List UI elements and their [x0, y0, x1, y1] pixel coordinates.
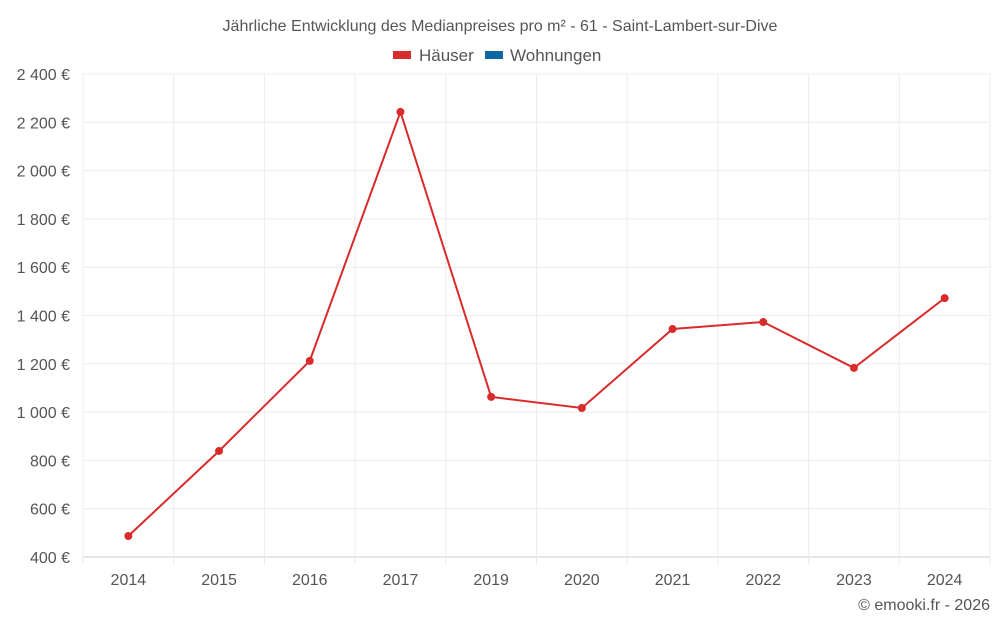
x-tick-label: 2015	[201, 572, 237, 589]
data-point-2015[interactable]	[215, 446, 224, 455]
x-tick-label: 2021	[655, 572, 691, 589]
x-tick-label: 2022	[745, 572, 781, 589]
x-tick-label: 2020	[564, 572, 600, 589]
legend-item-0[interactable]: Häuser	[419, 46, 474, 65]
y-tick-label: 400 €	[30, 550, 70, 567]
credit-text: © emooki.fr - 2026	[858, 597, 990, 614]
x-tick-label: 2024	[927, 572, 963, 589]
series-line-haeuser	[127, 108, 946, 537]
data-point-2017[interactable]	[396, 107, 405, 116]
y-tick-label: 1 000 €	[17, 405, 70, 422]
y-tick-label: 1 600 €	[17, 260, 70, 277]
x-tick-label: 2023	[836, 572, 872, 589]
data-point-2024[interactable]	[940, 294, 949, 303]
data-point-2022[interactable]	[759, 318, 768, 327]
data-point-2016[interactable]	[305, 356, 314, 365]
y-tick-label: 2 200 €	[17, 115, 70, 132]
data-point-2019[interactable]	[487, 392, 496, 401]
y-tick-label: 800 €	[30, 453, 70, 470]
chart-title: Jährliche Entwicklung des Medianpreises …	[223, 18, 778, 35]
data-point-2020[interactable]	[577, 403, 586, 412]
data-point-2023[interactable]	[849, 363, 858, 372]
y-tick-label: 2 400 €	[17, 67, 70, 84]
x-tick-label: 2017	[383, 572, 419, 589]
legend-swatch-0	[393, 51, 411, 59]
legend-swatch-1	[485, 51, 503, 59]
y-tick-label: 2 000 €	[17, 164, 70, 181]
x-tick-label: 2014	[111, 572, 147, 589]
x-tick-label: 2019	[473, 572, 509, 589]
y-tick-label: 1 200 €	[17, 357, 70, 374]
data-point-2021[interactable]	[668, 325, 677, 334]
y-tick-label: 1 400 €	[17, 309, 70, 326]
y-tick-label: 1 800 €	[17, 212, 70, 229]
data-point-2014[interactable]	[124, 531, 133, 540]
legend-item-1[interactable]: Wohnungen	[510, 46, 601, 65]
y-tick-label: 600 €	[30, 502, 70, 519]
x-tick-label: 2016	[292, 572, 328, 589]
